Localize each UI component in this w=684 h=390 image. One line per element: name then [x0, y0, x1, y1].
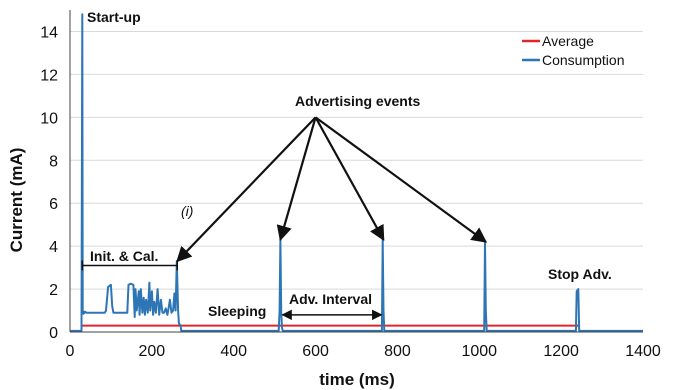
arrow-advertising-event-1	[176, 116, 317, 263]
legend-label-average: Average	[542, 33, 594, 49]
arrow-advertising-event-3	[314, 116, 385, 242]
legend-label-consumption: Consumption	[542, 52, 625, 68]
y-tick-0: 0	[49, 325, 58, 342]
x-tick-400: 400	[220, 343, 247, 360]
series-consumption	[70, 13, 643, 332]
y-tick-4: 4	[49, 239, 58, 256]
x-tick-1400: 1400	[625, 343, 661, 360]
annotation-arrows	[176, 116, 488, 263]
annotation-startup: Start-up	[87, 9, 141, 25]
y-tick-12: 12	[40, 67, 58, 84]
x-tick-labels: 0 200 400 600 800 1000 1200 1400	[66, 343, 661, 360]
arrow-advertising-event-4	[314, 116, 488, 243]
gridlines	[70, 30, 643, 290]
y-tick-labels: 0 2 4 6 8 10 12 14	[40, 24, 58, 342]
annotation-adv-interval: Adv. Interval	[289, 291, 372, 307]
annotation-sleeping: Sleeping	[208, 303, 266, 319]
y-tick-6: 6	[49, 196, 58, 213]
y-axis-title: Current (mA)	[7, 148, 26, 253]
annotation-advertising-events: Advertising events	[295, 93, 420, 109]
arrow-advertising-event-2	[276, 117, 317, 242]
x-tick-200: 200	[139, 343, 166, 360]
y-tick-2: 2	[49, 282, 58, 299]
x-axis-title: time (ms)	[319, 370, 395, 389]
annotation-stop-adv: Stop Adv.	[548, 266, 612, 282]
range-brackets	[81, 260, 383, 321]
y-tick-10: 10	[40, 110, 58, 127]
x-tick-1200: 1200	[543, 343, 579, 360]
x-tick-600: 600	[302, 343, 329, 360]
y-tick-14: 14	[40, 24, 58, 41]
x-tick-0: 0	[66, 343, 75, 360]
annotation-init-cal: Init. & Cal.	[90, 248, 158, 264]
x-tick-800: 800	[384, 343, 411, 360]
line-consumption	[70, 13, 643, 332]
legend: Average Consumption	[522, 33, 625, 68]
annotation-marker-i: (i)	[181, 203, 193, 219]
y-tick-8: 8	[49, 153, 58, 170]
x-tick-1000: 1000	[461, 343, 497, 360]
